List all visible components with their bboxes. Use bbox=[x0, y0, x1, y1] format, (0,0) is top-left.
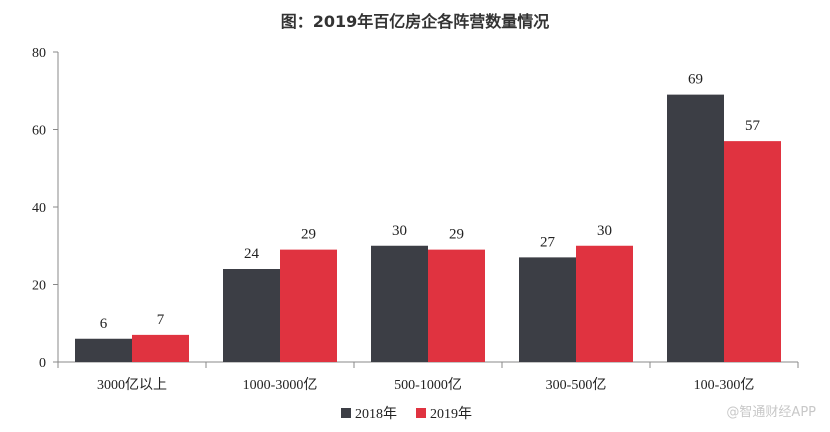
y-tick-label: 0 bbox=[39, 356, 46, 371]
data-label: 69 bbox=[688, 72, 703, 88]
data-label: 30 bbox=[597, 223, 612, 239]
x-tick-label: 300-500亿 bbox=[546, 377, 607, 393]
data-label: 57 bbox=[745, 118, 761, 134]
data-label: 30 bbox=[392, 223, 407, 239]
legend-swatch bbox=[341, 408, 351, 418]
y-tick-label: 20 bbox=[32, 279, 46, 294]
bar-2019 bbox=[132, 334, 189, 362]
y-tick-label: 60 bbox=[32, 124, 46, 139]
data-label: 7 bbox=[157, 312, 165, 328]
y-tick-label: 40 bbox=[32, 201, 46, 216]
chart-title: 图：2019年百亿房企各阵营数量情况 bbox=[280, 12, 550, 31]
legend-label: 2019年 bbox=[430, 406, 472, 422]
bar-2019 bbox=[280, 249, 337, 362]
bar-2018 bbox=[223, 269, 280, 362]
legend-swatch bbox=[416, 408, 426, 418]
data-label: 29 bbox=[301, 227, 316, 243]
watermark-text: @智通财经APP bbox=[726, 405, 816, 420]
x-tick-label: 100-300亿 bbox=[694, 377, 755, 393]
bar-2018 bbox=[667, 94, 724, 362]
bar-2019 bbox=[724, 141, 781, 362]
bar-2018 bbox=[519, 257, 576, 362]
bar-2019 bbox=[428, 249, 485, 362]
bar-2019 bbox=[576, 245, 633, 362]
y-tick-label: 80 bbox=[32, 46, 46, 61]
data-label: 29 bbox=[449, 227, 464, 243]
x-tick-label: 3000亿以上 bbox=[97, 377, 167, 393]
x-tick-label: 500-1000亿 bbox=[394, 377, 462, 393]
bar-2018 bbox=[371, 245, 428, 362]
bar-2018 bbox=[75, 338, 132, 362]
data-label: 24 bbox=[244, 246, 260, 262]
x-tick-label: 1000-3000亿 bbox=[243, 377, 318, 393]
data-label: 6 bbox=[100, 316, 108, 332]
legend-label: 2018年 bbox=[355, 406, 397, 422]
data-label: 27 bbox=[540, 234, 556, 250]
